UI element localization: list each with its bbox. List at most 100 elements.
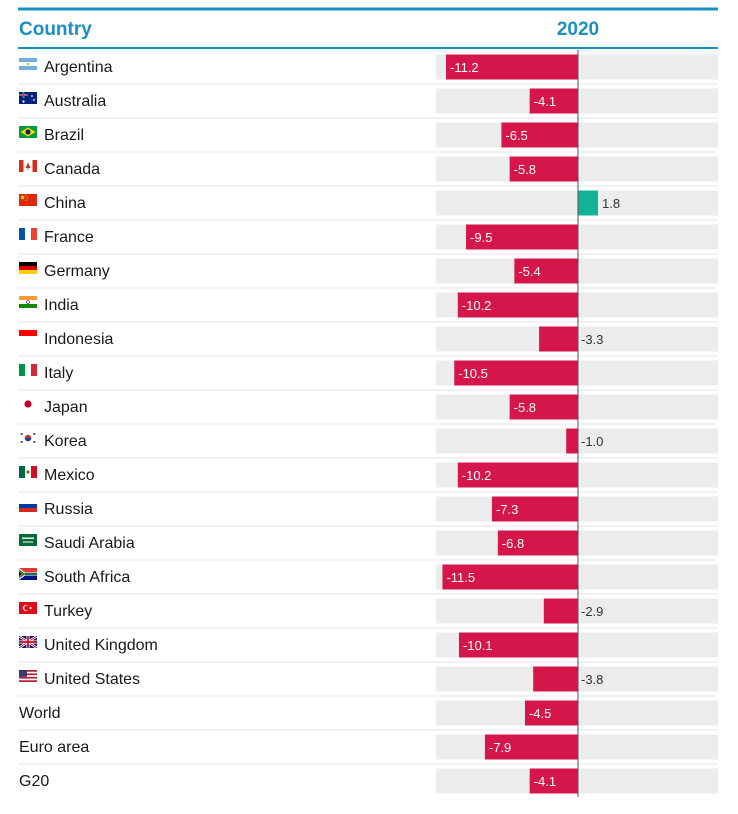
chart-row: Brazil -6.5 (18, 117, 718, 148)
chart-row: India -10.2 (18, 287, 718, 318)
value-label: -5.8 (514, 162, 536, 177)
bar (539, 326, 578, 352)
italy-flag-icon (19, 364, 37, 376)
category-label: Indonesia (44, 331, 113, 348)
bar (501, 122, 578, 148)
category-label: Saudi Arabia (44, 535, 135, 552)
value-label: -6.5 (505, 128, 527, 143)
chart-row: France -9.5 (18, 219, 718, 250)
turkey-flag-icon (19, 602, 37, 614)
category-label: China (44, 195, 86, 212)
chart-row: Korea -1.0 (18, 423, 718, 454)
chart-row: Euro area -7.9 (18, 729, 718, 760)
bar (457, 462, 578, 488)
germany-flag-icon (19, 262, 37, 274)
category-label: Korea (44, 433, 87, 450)
bar (497, 530, 578, 556)
chart-row: Indonesia -3.3 (18, 321, 718, 352)
category-label: South Africa (44, 569, 130, 586)
bar-track (436, 190, 718, 216)
bar (484, 734, 578, 760)
chart-row: China 1.8 (18, 185, 718, 216)
category-label: Canada (44, 161, 100, 178)
value-label: -7.3 (496, 502, 518, 517)
indonesia-flag-icon (19, 330, 37, 342)
bar (543, 598, 578, 624)
chart-row: South Africa -11.5 (18, 559, 718, 590)
value-label: -4.5 (529, 706, 551, 721)
chart-row: Turkey -2.9 (18, 593, 718, 624)
chart-row: Canada -5.8 (18, 151, 718, 182)
bar (454, 360, 578, 386)
category-label: United Kingdom (44, 637, 158, 654)
bar (533, 666, 578, 692)
category-label: Russia (44, 501, 93, 518)
value-label: -5.8 (514, 400, 536, 415)
united-kingdom-flag-icon (18, 635, 38, 649)
value-label: -6.8 (502, 536, 524, 551)
column-header-country: Country (19, 19, 92, 40)
russia-flag-icon (19, 500, 37, 512)
value-label: -10.2 (462, 468, 492, 483)
category-label: Brazil (44, 127, 84, 144)
chart-row: Mexico -10.2 (18, 457, 718, 488)
saudi-arabia-flag-icon (19, 534, 37, 546)
south-africa-flag-icon (19, 568, 37, 580)
value-label: -11.5 (446, 570, 475, 585)
chart-row: Japan -5.8 (18, 389, 718, 420)
category-label: Australia (44, 93, 106, 110)
brazil-flag-icon (19, 126, 37, 138)
value-label: -11.2 (450, 60, 479, 75)
chart-row: Germany -5.4 (18, 253, 718, 284)
chart-row: Italy -10.5 (18, 355, 718, 386)
value-label: -7.9 (489, 740, 511, 755)
category-label: Mexico (44, 467, 95, 484)
france-flag-icon (19, 228, 37, 240)
chart-row: Saudi Arabia -6.8 (18, 525, 718, 556)
column-header-year: 2020 (557, 19, 599, 40)
chart-row: United Kingdom -10.1 (18, 627, 718, 658)
bar (446, 54, 578, 80)
category-label: Turkey (44, 603, 92, 620)
bar (509, 156, 578, 182)
bar (578, 190, 598, 216)
value-label: -5.4 (518, 264, 540, 279)
category-label: United States (44, 671, 140, 688)
bar (442, 564, 578, 590)
category-label: France (44, 229, 94, 246)
china-flag-icon (19, 194, 37, 206)
bar (509, 394, 578, 420)
australia-flag-icon (19, 92, 37, 104)
bar (529, 768, 578, 794)
category-label: Euro area (19, 739, 89, 756)
category-label: G20 (19, 773, 49, 790)
category-label: Italy (44, 365, 73, 382)
category-label: Germany (44, 263, 110, 280)
value-label: -4.1 (534, 94, 556, 109)
value-label: -10.2 (462, 298, 492, 313)
korea-flag-icon (19, 432, 37, 444)
bar (491, 496, 578, 522)
mexico-flag-icon (19, 466, 37, 478)
chart-rows: Argentina -11.2 Australia -4.1 Brazil -6.5 Can… (18, 54, 718, 794)
argentina-flag-icon (19, 58, 37, 70)
value-label: -4.1 (534, 774, 556, 789)
value-label: -3.8 (581, 672, 603, 687)
bar (457, 292, 578, 318)
united-states-flag-icon (19, 670, 37, 682)
chart-row: World -4.5 (18, 695, 718, 726)
value-label: -9.5 (470, 230, 492, 245)
chart-row: Australia -4.1 (18, 83, 718, 114)
india-flag-icon (19, 296, 37, 308)
value-label: -2.9 (581, 604, 603, 619)
chart-row: United States -3.8 (18, 661, 718, 692)
bar (524, 700, 578, 726)
japan-flag-icon (19, 398, 37, 410)
chart-row: G20 -4.1 (18, 763, 718, 794)
bar (529, 88, 578, 114)
value-label: -10.1 (463, 638, 493, 653)
value-label: -10.5 (458, 366, 488, 381)
canada-flag-icon (19, 160, 37, 172)
chart-row: Russia -7.3 (18, 491, 718, 522)
